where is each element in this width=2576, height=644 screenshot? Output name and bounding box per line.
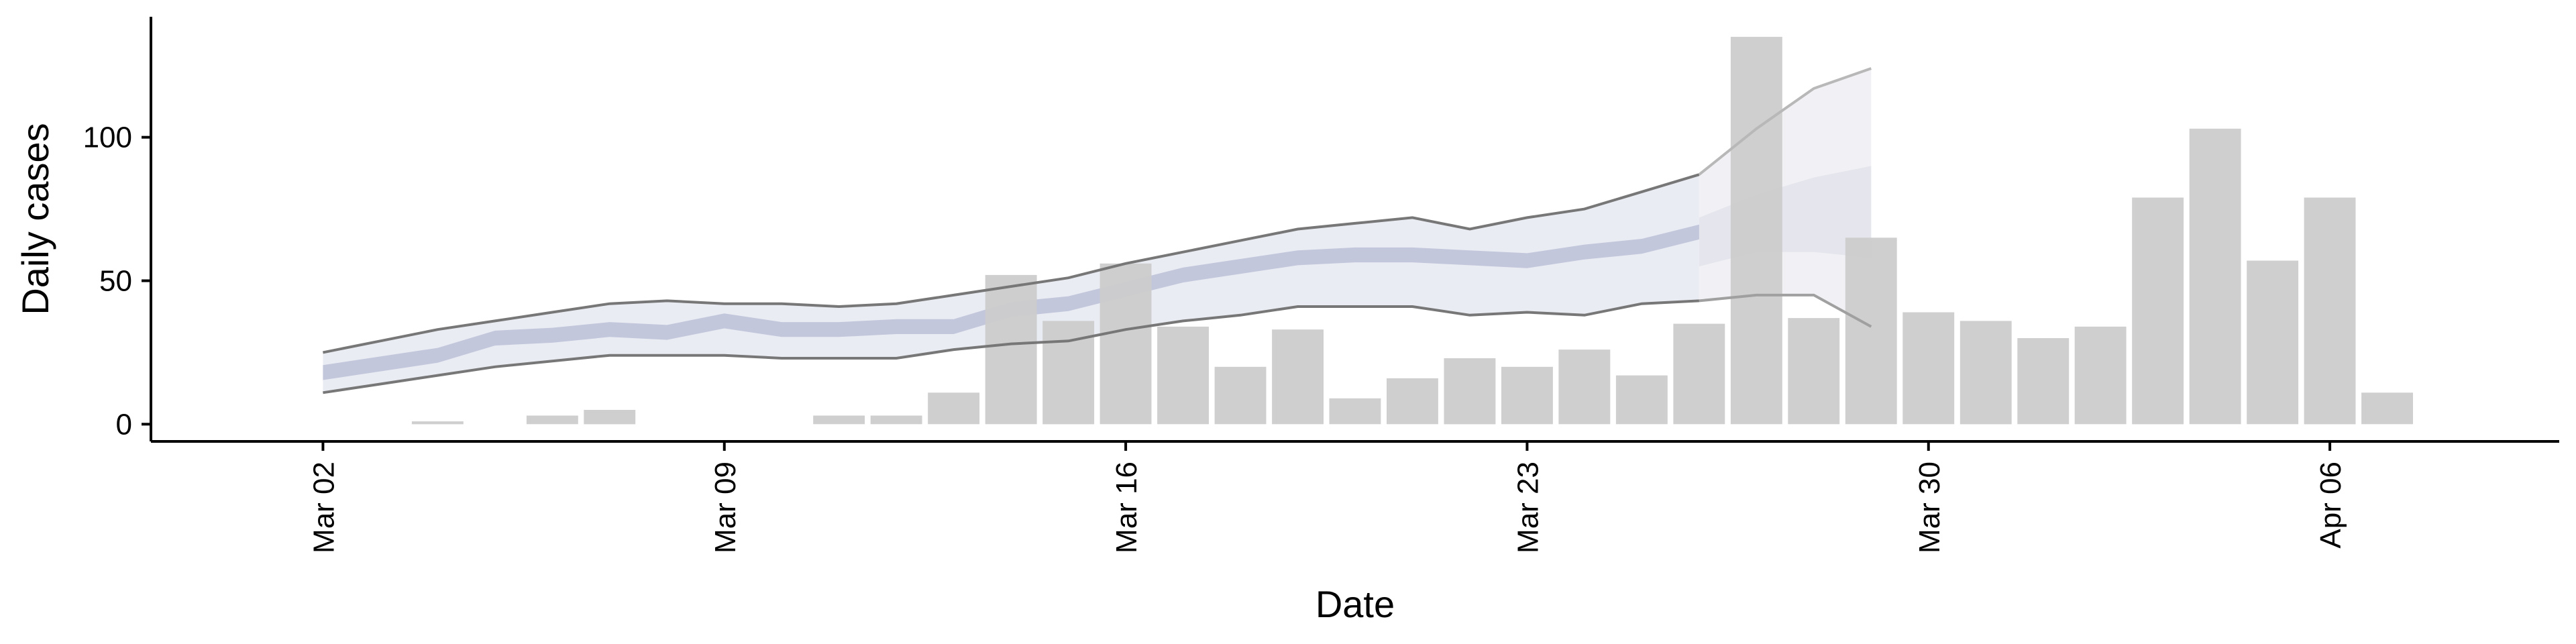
bar-2020-04-02 — [2074, 326, 2127, 425]
y-tick-label-100: 100 — [83, 121, 132, 154]
bar-2020-03-06 — [526, 415, 578, 425]
bar-2020-03-17 — [1157, 326, 1209, 425]
bar-2020-03-11 — [813, 415, 865, 425]
bar-2020-03-20 — [1329, 398, 1381, 425]
bar-2020-03-23 — [1501, 366, 1553, 425]
bar-2020-04-04 — [2189, 128, 2241, 425]
bar-2020-03-12 — [870, 415, 922, 425]
x-tick-label-2020-03-02: Mar 02 — [307, 462, 340, 553]
bar-2020-03-18 — [1214, 366, 1267, 425]
bar-2020-04-05 — [2247, 260, 2299, 425]
x-tick-label-2020-03-23: Mar 23 — [1511, 462, 1544, 553]
bar-2020-03-19 — [1272, 329, 1324, 425]
lower-bound-line — [323, 299, 1700, 394]
forecast-upper-line — [1698, 67, 1872, 176]
bar-2020-03-28 — [1788, 318, 1840, 425]
bar-2020-03-22 — [1444, 358, 1496, 425]
bar-2020-04-03 — [2132, 197, 2184, 425]
y-tick-label-50: 50 — [99, 264, 132, 297]
bar-layer — [411, 36, 2413, 425]
bar-2020-03-29 — [1845, 237, 1897, 425]
bar-2020-04-06 — [2304, 197, 2356, 425]
bar-2020-03-25 — [1615, 375, 1668, 425]
bar-2020-04-07 — [2361, 392, 2413, 425]
x-tick-label-2020-03-30: Mar 30 — [1913, 462, 1946, 553]
x-tick-label-2020-04-06: Apr 06 — [2314, 462, 2347, 549]
bar-2020-03-07 — [584, 410, 636, 425]
x-tick-label-2020-03-16: Mar 16 — [1110, 462, 1143, 553]
bar-2020-03-14 — [985, 274, 1037, 425]
bar-2020-03-24 — [1558, 350, 1611, 425]
bar-2020-03-30 — [1902, 312, 1955, 425]
y-axis-title: Daily cases — [14, 123, 56, 315]
forecast-lower-line — [1699, 293, 1872, 328]
x-ticks: Mar 02 Mar 09 Mar 16 Mar 23 Mar 30 Apr 06 — [307, 441, 2347, 553]
bar-2020-03-26 — [1673, 323, 1725, 425]
axes — [150, 17, 2559, 443]
bar-2020-03-21 — [1387, 378, 1438, 425]
x-tick-label-2020-03-09: Mar 09 — [709, 462, 742, 553]
bar-2020-03-04 — [411, 421, 464, 425]
bar-2020-03-16 — [1099, 263, 1152, 425]
bar-2020-04-01 — [2017, 338, 2070, 425]
x-axis-title: Date — [1316, 583, 1395, 625]
upper-bound-line — [323, 173, 1700, 354]
bar-2020-03-27 — [1730, 36, 1782, 425]
bound-line-layer — [323, 67, 1872, 394]
bar-2020-03-31 — [1960, 321, 2012, 425]
y-ticks: 0 50 100 — [83, 121, 151, 441]
y-tick-label-0: 0 — [116, 408, 132, 441]
bar-2020-03-13 — [928, 392, 980, 425]
